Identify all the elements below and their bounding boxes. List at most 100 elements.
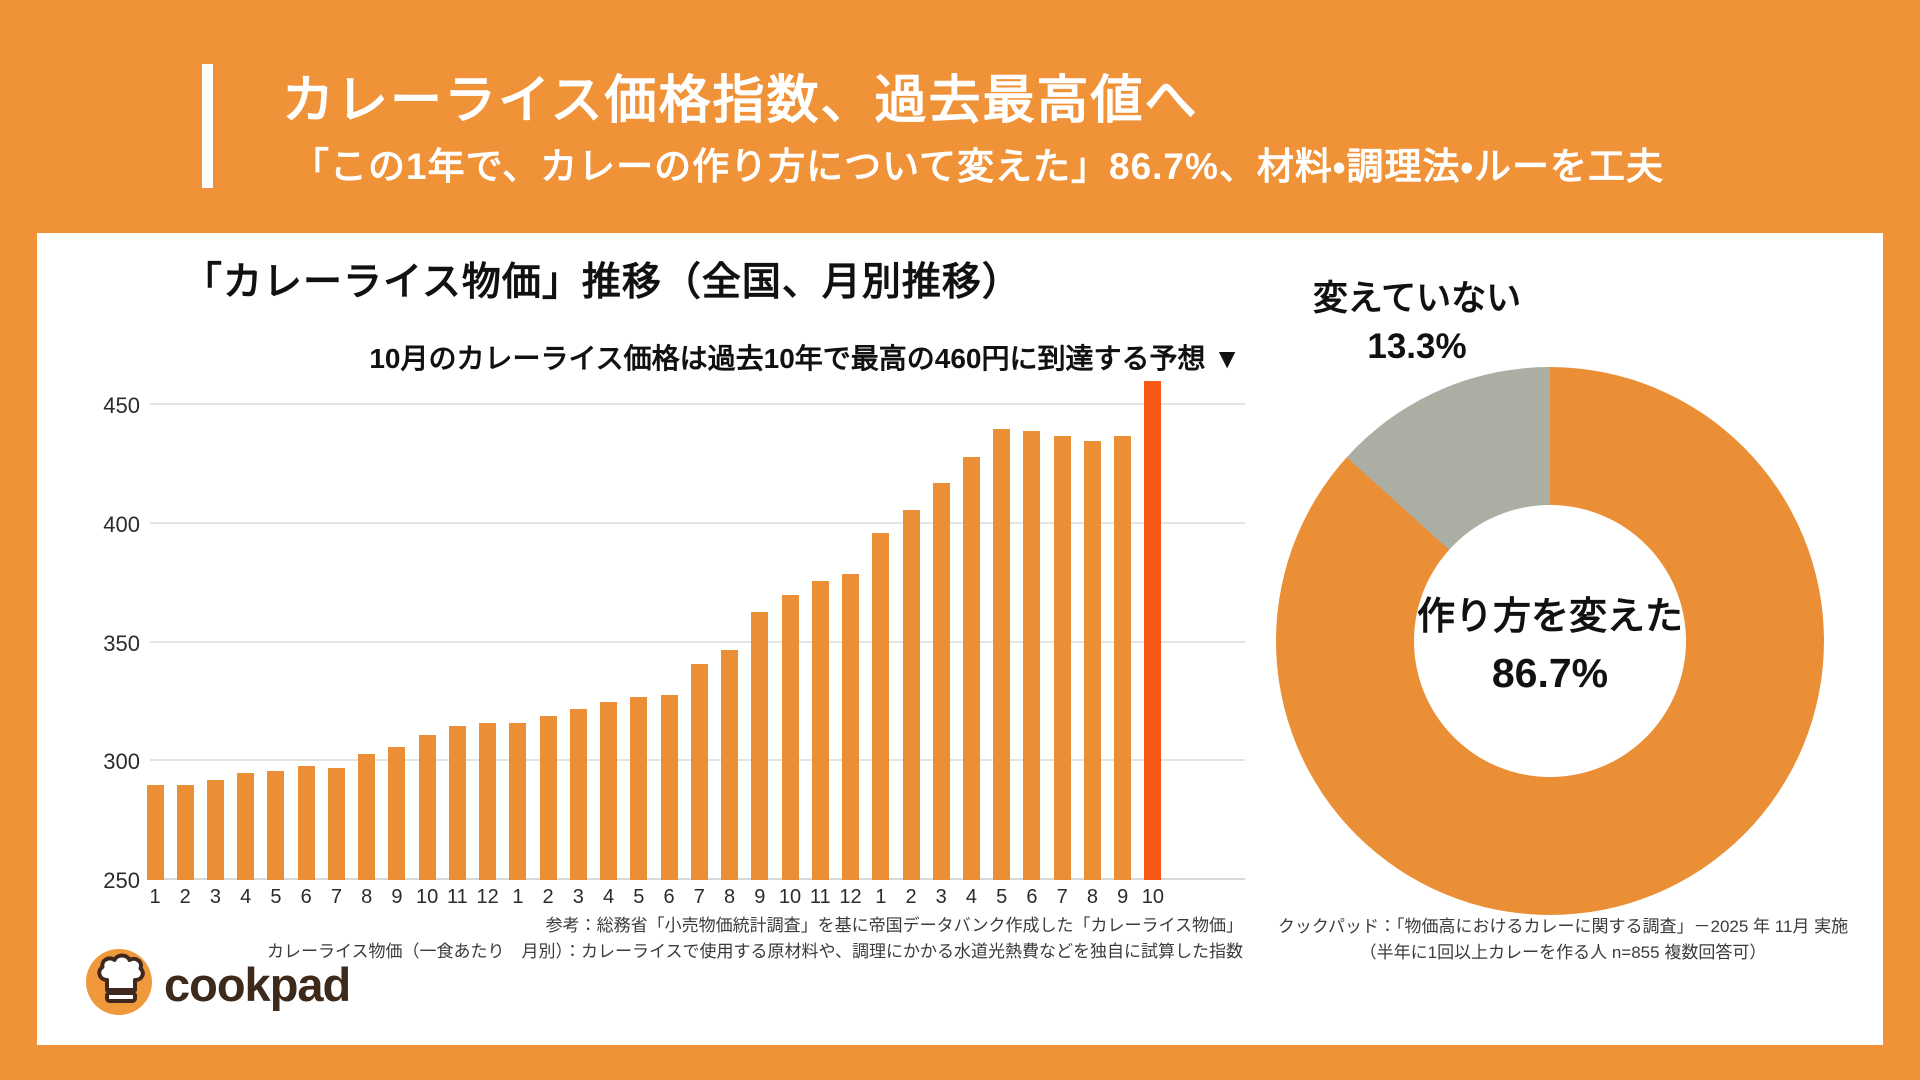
page-subtitle: 「この1年で、カレーの作り方について変えた」86.7%、材料・調理法・ルーを工夫 <box>292 146 1665 187</box>
bar-4 <box>237 773 255 880</box>
bar-31 <box>1053 435 1071 880</box>
x-axis-label-34: 10 <box>1141 886 1165 908</box>
bar-29 <box>993 428 1011 880</box>
bar-30 <box>1023 431 1041 880</box>
bar-7 <box>327 768 345 880</box>
cookpad-logo <box>86 949 152 1015</box>
bar-3 <box>206 780 224 880</box>
pie-outside-label-value: 13.3% <box>1367 327 1467 366</box>
x-axis-label-31: 7 <box>1056 886 1068 908</box>
bar-23 <box>811 580 829 880</box>
x-axis-label-24: 12 <box>839 886 862 908</box>
bar-28 <box>962 457 980 880</box>
bar-19 <box>690 663 708 880</box>
chef-hat-icon <box>86 949 152 1015</box>
bar-13 <box>509 723 527 880</box>
pie-outside-label-text: 変えていない <box>1312 279 1522 318</box>
bar-20 <box>721 649 739 880</box>
bar-17 <box>630 697 648 880</box>
bar-1 <box>146 785 164 880</box>
gridline-450 <box>150 403 1245 405</box>
pie-outside-label: 変えていない 13.3% <box>1282 275 1552 371</box>
bar-8 <box>358 754 376 880</box>
bar-25 <box>872 533 890 880</box>
donut-center-text: 作り方を変えた <box>1416 596 1683 638</box>
x-axis-label-3: 3 <box>209 886 222 908</box>
donut-center-value: 86.7% <box>1491 650 1609 696</box>
x-axis-label-10: 10 <box>416 886 439 908</box>
x-axis-label-14: 2 <box>542 886 554 908</box>
x-axis-label-8: 8 <box>361 886 373 908</box>
x-axis-label-16: 4 <box>603 886 615 908</box>
bar-32 <box>1083 440 1101 880</box>
bar-plot: 250 300 350 400 450 1 2 3 4 5 6 7 8 9 10 11 12 1 2 3 4 5 6 7 8 9 1… <box>103 375 1245 908</box>
x-axis-label-28: 4 <box>965 886 978 908</box>
bar-11 <box>448 725 466 880</box>
bar-33 <box>1114 435 1132 880</box>
bar-10 <box>418 735 436 880</box>
donut-hole <box>1414 505 1686 777</box>
bar-24 <box>842 573 860 880</box>
bar-21 <box>751 611 769 880</box>
x-axis-label-1: 1 <box>149 886 161 908</box>
bar-6 <box>297 766 315 880</box>
y-axis-label-350: 350 <box>103 630 140 656</box>
x-axis-label-13: 1 <box>512 886 524 908</box>
bar-chart-annotation: 10月のカレーライス価格は過去10年で最高の460円に到達する予想 ▼ <box>369 343 1241 374</box>
x-axis-label-2: 2 <box>179 886 191 908</box>
page-title: カレーライス価格指数、過去最高値へ <box>282 72 1199 130</box>
x-axis-label-19: 7 <box>693 886 705 908</box>
x-axis-label-12: 12 <box>476 886 499 908</box>
x-axis-label-22: 10 <box>778 886 802 908</box>
y-axis-label-400: 400 <box>103 511 140 537</box>
x-axis-label-30: 6 <box>1026 886 1038 908</box>
gridline-350 <box>150 640 1245 643</box>
pie-footnote-1: クックパッド：「物価高におけるカレーに関する調査」－2025 年 11月 実施 <box>1277 917 1849 936</box>
donut-chart: 作り方を変えた 86.7% <box>1276 367 1824 915</box>
bar-14 <box>539 716 557 880</box>
x-axis-label-7: 7 <box>330 886 342 908</box>
bar-5 <box>267 770 285 880</box>
x-axis-label-26: 2 <box>905 886 917 908</box>
x-axis-label-9: 9 <box>391 886 403 908</box>
x-axis-label-25: 1 <box>875 886 887 908</box>
bar-18 <box>660 694 678 880</box>
x-axis-label-23: 11 <box>809 886 831 908</box>
bar-9 <box>388 747 406 880</box>
x-axis-label-6: 6 <box>300 886 312 908</box>
x-axis-label-17: 5 <box>633 886 645 908</box>
x-axis-label-29: 5 <box>996 886 1008 908</box>
x-axis-label-33: 9 <box>1117 886 1129 908</box>
bar-2 <box>176 785 194 880</box>
x-axis-label-20: 8 <box>723 886 736 908</box>
donut-center-label: 作り方を変えた 86.7% <box>1276 367 1824 915</box>
bar-12 <box>479 723 497 880</box>
gridline-400 <box>150 521 1245 524</box>
pie-footnote-2: （半年に1回以上カレーを作る人 n=855 複数回答可） <box>1359 943 1767 962</box>
x-axis-label-21: 9 <box>754 886 766 908</box>
bar-16 <box>600 701 618 880</box>
y-axis-label-250: 250 <box>103 868 140 893</box>
x-axis-label-15: 3 <box>572 886 584 908</box>
x-axis-label-11: 11 <box>447 886 468 908</box>
x-axis-label-4: 4 <box>240 886 252 908</box>
bar-chart-footnote-1: 参考：総務省「小売物価統計調査」を基に帝国データバンク作成した「カレーライス物価… <box>545 916 1243 935</box>
bar-15 <box>569 709 587 880</box>
x-axis-label-32: 8 <box>1086 886 1098 908</box>
bar-22 <box>781 595 799 880</box>
cookpad-logo-text: cookpad <box>164 958 351 1011</box>
bar-chart-footnote-2: カレーライス物価（一食あたり 月別）：カレーライスで使用する原材料や、調理にかか… <box>267 942 1243 961</box>
content-card: 「カレーライス物価」推移（全国、月別推移） 10月のカレーライス価格は過去10年… <box>37 233 1883 1045</box>
y-axis-label-300: 300 <box>103 749 140 775</box>
y-axis-label-450: 450 <box>103 393 140 418</box>
x-axis-label-18: 6 <box>663 886 675 908</box>
title-accent-bar <box>202 64 213 188</box>
bar-26 <box>902 509 920 880</box>
x-axis-label-5: 5 <box>270 886 282 908</box>
bar-chart-title: 「カレーライス物価」推移（全国、月別推移） <box>183 261 1022 304</box>
bar-27 <box>932 483 950 880</box>
bar-34 <box>1144 381 1162 880</box>
pie-footnote: クックパッド：「物価高におけるカレーに関する調査」－2025 年 11月 実施 … <box>1223 914 1903 966</box>
x-axis-label-27: 3 <box>935 886 947 908</box>
